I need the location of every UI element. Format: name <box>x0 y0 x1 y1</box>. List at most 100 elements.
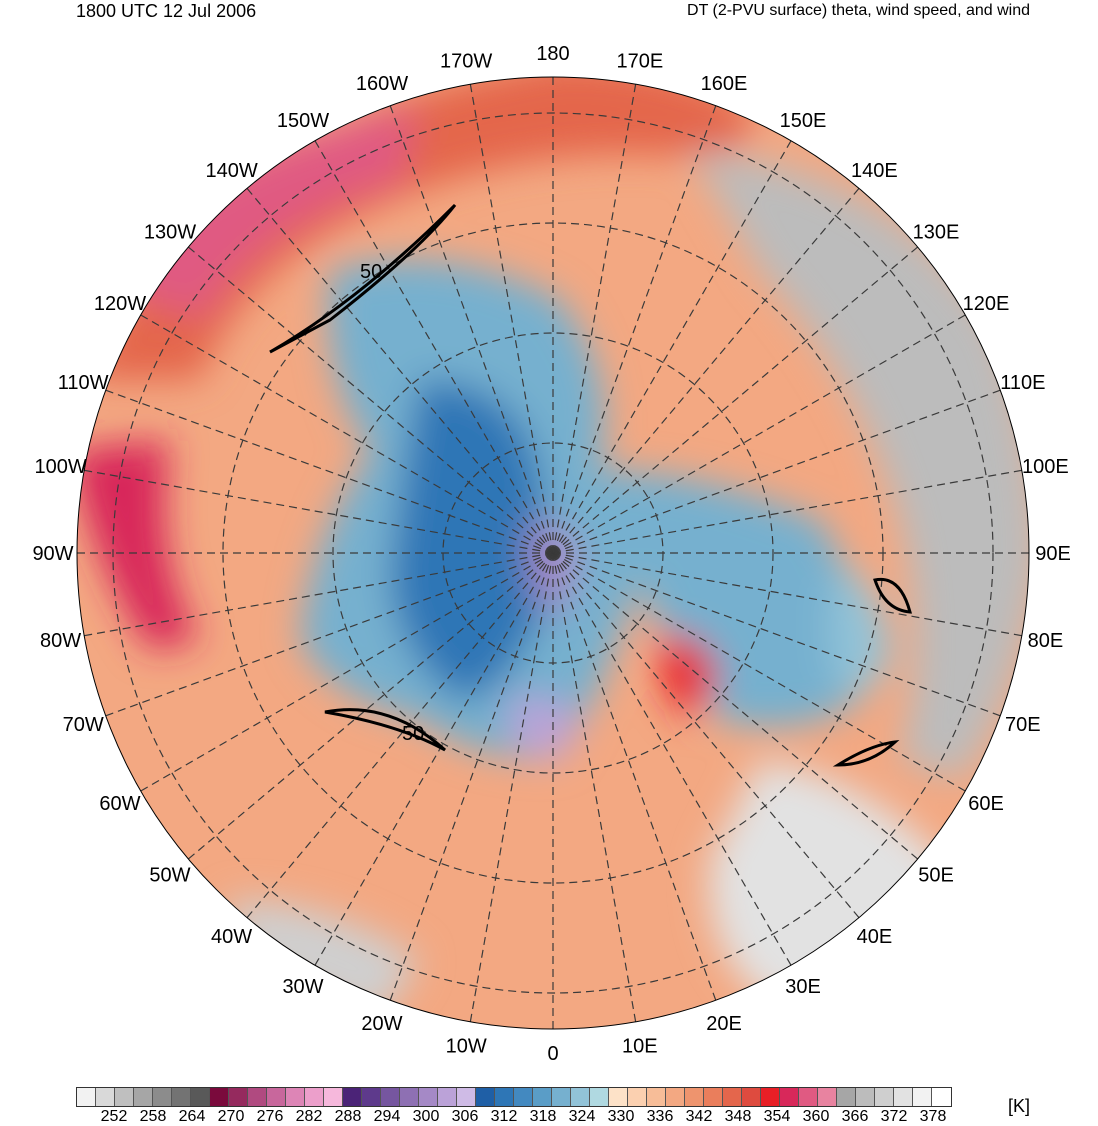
colorbar-cell <box>362 1088 381 1106</box>
meridian-line <box>552 552 792 966</box>
colorbar-cell <box>723 1088 742 1106</box>
colorbar-tick-label: 312 <box>490 1108 518 1125</box>
longitude-label: 0 <box>547 1043 558 1065</box>
meridian-line <box>84 552 554 637</box>
colorbar-tick-label: 300 <box>412 1108 440 1125</box>
longitude-label: 80W <box>40 630 81 652</box>
colorbar-cell <box>932 1088 951 1106</box>
longitude-label: 50E <box>918 864 954 886</box>
meridian-line <box>552 314 966 554</box>
colorbar-cell <box>77 1088 96 1106</box>
colorbar-cell <box>894 1088 913 1106</box>
longitude-label: 110E <box>1000 372 1045 394</box>
colorbar-tick-label: 258 <box>139 1108 167 1125</box>
colorbar-cell <box>381 1088 400 1106</box>
colorbar-cell <box>191 1088 210 1106</box>
colorbar-tick-label: 354 <box>763 1108 791 1125</box>
longitude-label: 70E <box>1005 714 1041 736</box>
colorbar-cell <box>400 1088 419 1106</box>
colorbar-cell <box>343 1088 362 1106</box>
meridian-line <box>469 552 554 1022</box>
colorbar-tick-label: 318 <box>529 1108 557 1125</box>
colorbar-tick-label: 252 <box>100 1108 128 1125</box>
longitude-label: 140W <box>205 160 257 182</box>
meridian-line <box>552 552 637 1022</box>
colorbar-cell <box>153 1088 172 1106</box>
colorbar-cell <box>628 1088 647 1106</box>
meridian-line <box>552 187 860 554</box>
longitude-label: 80E <box>1028 630 1064 652</box>
colorbar-tick-label: 342 <box>685 1108 713 1125</box>
valid-time: 1800 UTC 12 Jul 2006 <box>76 1 257 21</box>
longitude-label: 170E <box>616 51 663 73</box>
colorbar-tick-label: 330 <box>607 1108 635 1125</box>
colorbar-cell <box>115 1088 134 1106</box>
colorbar-cell <box>324 1088 343 1106</box>
polar-map: 50 50 180 170E 160E 150E 140E 130E 120E 110E 100… <box>32 43 1070 1065</box>
colorbar-tick-label: 306 <box>451 1108 479 1125</box>
colorbar-unit: [K] <box>1008 1096 1031 1116</box>
colorbar-cell <box>837 1088 856 1106</box>
meridian-line <box>389 105 554 554</box>
colorbar <box>76 1087 952 1107</box>
colorbar-tick-label: 360 <box>802 1108 830 1125</box>
colorbar-tick-label: 366 <box>841 1108 869 1125</box>
colorbar-cell <box>856 1088 875 1106</box>
colorbar-cell <box>533 1088 552 1106</box>
meridian-line <box>552 552 860 919</box>
longitude-label: 30E <box>785 976 821 998</box>
colorbar-cell <box>704 1088 723 1106</box>
longitude-label: 20W <box>361 1013 402 1035</box>
meridian-line <box>187 246 554 554</box>
colorbar-ticks: 252 258 264 270 276 282 288 294 300 306 312 318 324 3… <box>76 1108 996 1126</box>
meridian-line <box>552 105 717 554</box>
colorbar-cell <box>666 1088 685 1106</box>
colorbar-cell <box>571 1088 590 1106</box>
colorbar-cell <box>248 1088 267 1106</box>
map-title: DT (2-PVU surface) theta, wind speed, an… <box>687 2 1030 19</box>
colorbar-cell <box>134 1088 153 1106</box>
colorbar-cell <box>305 1088 324 1106</box>
colorbar-cell <box>419 1088 438 1106</box>
colorbar-cell <box>229 1088 248 1106</box>
meridian-line <box>314 552 554 966</box>
meridian-line <box>84 469 554 554</box>
meridian-line <box>246 552 554 919</box>
longitude-label: 150W <box>277 110 329 132</box>
colorbar-cell <box>742 1088 761 1106</box>
colorbar-cell <box>590 1088 609 1106</box>
jet-contours <box>269 203 913 767</box>
longitude-label: 140E <box>851 160 898 182</box>
longitude-label: 130E <box>913 222 960 244</box>
colorbar-cell <box>875 1088 894 1106</box>
graticule <box>77 77 1029 1029</box>
contour-label-50-north: 50 <box>360 261 382 283</box>
meridian-line <box>140 314 554 554</box>
meridian-line <box>105 552 554 717</box>
colorbar-tick-label: 378 <box>919 1108 947 1125</box>
longitude-label: 30W <box>282 976 323 998</box>
colorbar-cell <box>514 1088 533 1106</box>
colorbar-tick-label: 324 <box>568 1108 596 1125</box>
longitude-label: 130W <box>144 222 196 244</box>
colorbar-cell <box>96 1088 115 1106</box>
meridian-line <box>140 552 554 792</box>
colorbar-tick-label: 270 <box>217 1108 245 1125</box>
longitude-label: 10E <box>622 1035 658 1057</box>
longitude-label: 150E <box>780 110 827 132</box>
colorbar-cell <box>818 1088 837 1106</box>
longitude-label: 90E <box>1035 543 1071 565</box>
longitude-label: 160W <box>356 73 408 95</box>
meridian-line <box>105 389 554 554</box>
longitude-label: 100E <box>1022 456 1069 478</box>
meridian-line <box>552 84 637 554</box>
colorbar-cell <box>210 1088 229 1106</box>
longitude-label: 100W <box>34 456 86 478</box>
colorbar-tick-label: 288 <box>334 1108 362 1125</box>
longitude-label: 120E <box>963 293 1010 315</box>
colorbar-tick-label: 348 <box>724 1108 752 1125</box>
longitude-label: 110W <box>58 372 109 394</box>
longitude-labels: 180 170E 160E 150E 140E 130E 120E 110E 100E 90E 80… <box>32 43 1070 1065</box>
meridian-line <box>552 552 1022 637</box>
colorbar-tick-label: 276 <box>256 1108 284 1125</box>
